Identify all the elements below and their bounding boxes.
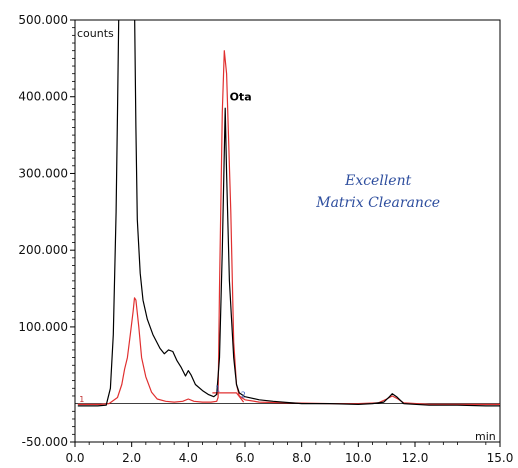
y-axis-unit-label: counts <box>77 27 114 40</box>
series-line-0 <box>77 20 500 407</box>
y-tick-label-1: 400.000 <box>18 90 68 104</box>
series-line-2 <box>212 392 245 403</box>
x-tick-label-5: 10.0 <box>345 451 372 465</box>
y-tick-label-3: 200.000 <box>18 243 68 257</box>
x-tick-label-6: 12.0 <box>402 451 429 465</box>
annotation-matrix-clearance: Matrix Clearance <box>315 195 440 211</box>
peak-mark-0: 1 <box>79 395 84 404</box>
x-tick-label-7: 15.0 <box>487 451 514 465</box>
peak-mark-1: 1 <box>215 384 220 393</box>
y-tick-label-0: 500.000 <box>18 13 68 27</box>
x-tick-label-0: 0.0 <box>65 451 84 465</box>
y-tick-label-4: 100.000 <box>18 320 68 334</box>
annotation-excellent: Excellent <box>344 173 411 189</box>
peak-label-ota: Ota <box>230 91 252 104</box>
peak-mark-2: 2 <box>241 390 246 399</box>
x-tick-label-4: 8.0 <box>292 451 311 465</box>
x-tick-label-1: 2.0 <box>122 451 141 465</box>
plot-frame <box>74 19 501 443</box>
x-tick-label-3: 6.0 <box>235 451 254 465</box>
x-axis-unit-label: min <box>475 430 496 443</box>
y-tick-label-5: -50.000 <box>22 435 68 449</box>
x-tick-label-2: 4.0 <box>179 451 198 465</box>
y-tick-label-2: 300.000 <box>18 166 68 180</box>
series-line-1 <box>77 50 500 405</box>
